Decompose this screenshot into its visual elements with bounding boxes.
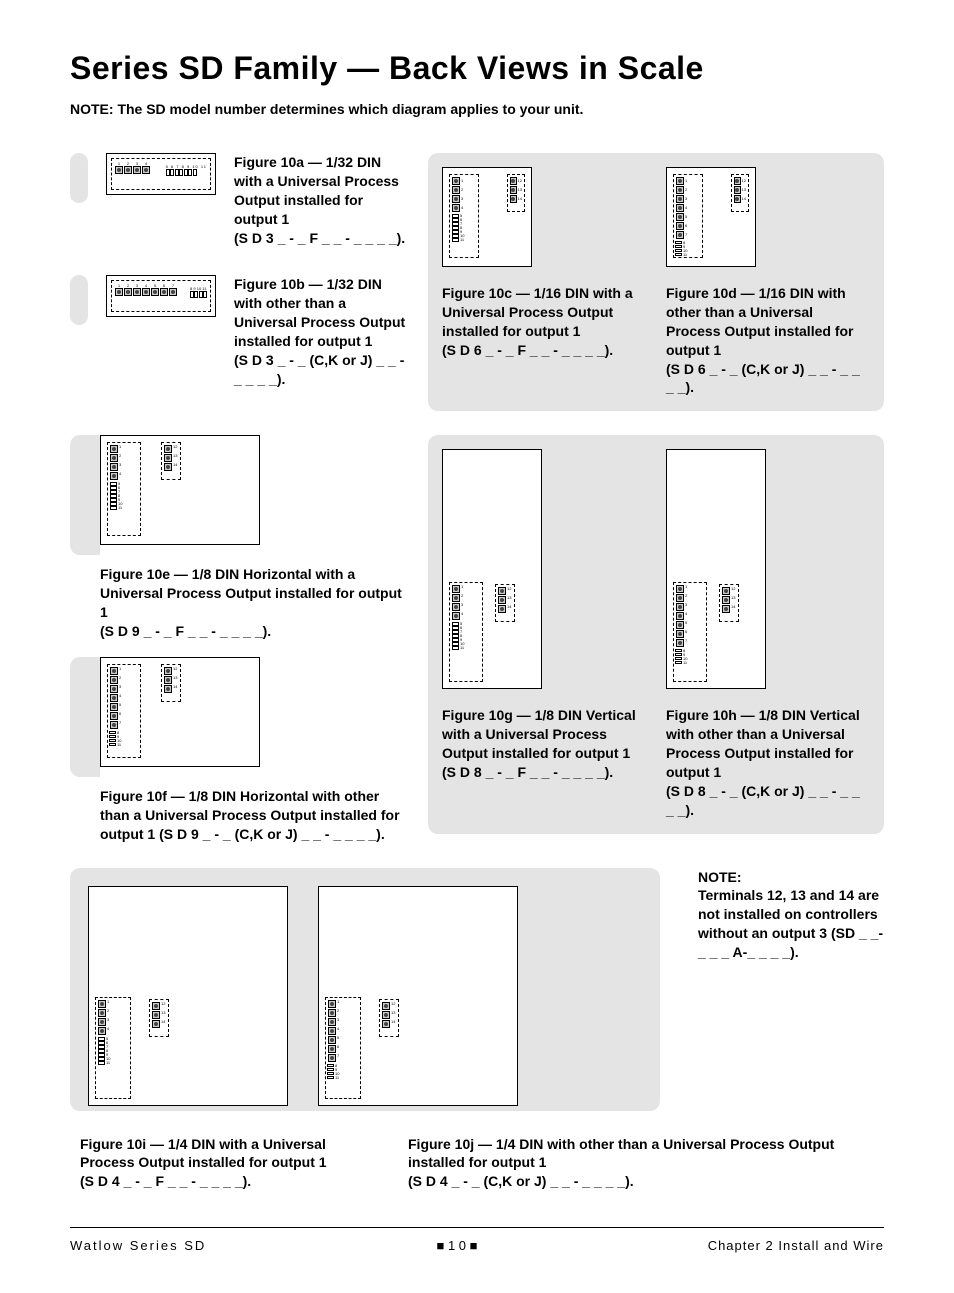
diagram-10i: 1 2 3 4 5 6 7 8 9 10 11 xyxy=(88,886,288,1106)
caption-10c: Figure 10c — 1/16 DIN with a Universal P… xyxy=(442,284,646,360)
diagram-10f: 1 2 3 4 5 6 7 8 9 10 11 xyxy=(100,657,260,767)
caption-10a: Figure 10a — 1/32 DIN with a Universal P… xyxy=(234,153,410,247)
diagram-10a: 1 2 3 4 5 6 7 8 9 10 11 xyxy=(106,153,216,195)
side-note: NOTE: Terminals 12, 13 and 14 are not in… xyxy=(698,868,884,962)
page-title: Series SD Family — Back Views in Scale xyxy=(70,50,884,87)
diagram-10j: 1 2 3 4 5 6 7 8 9 10 11 xyxy=(318,886,518,1106)
footer-left: Watlow Series SD xyxy=(70,1238,206,1253)
caption-10j: Figure 10j — 1/4 DIN with other than a U… xyxy=(408,1135,884,1192)
note-top: NOTE: The SD model number determines whi… xyxy=(70,101,884,117)
row-3: 1 2 3 4 5 6 7 8 9 10 11 xyxy=(70,868,884,1111)
row-1: 1 2 3 4 5 6 7 8 9 10 11 Figure 10a — 1/3… xyxy=(70,153,884,411)
caption-10h: Figure 10h — 1/8 DIN Vertical with other… xyxy=(666,706,870,819)
page-footer: Watlow Series SD ■ 1 0 ■ Chapter 2 Insta… xyxy=(70,1227,884,1253)
diagram-10e: 1 2 3 4 5 6 7 8 9 10 11 xyxy=(100,435,260,545)
diagram-10g: 1 2 3 4 5 6 7 8 9 10 11 xyxy=(442,449,542,689)
diagram-10h: 1 2 3 4 5 6 7 8 9 10 11 xyxy=(666,449,766,689)
diagram-10b: 1 2 3 4 5 6 7 8 9 10 11 xyxy=(106,275,216,317)
caption-10f: Figure 10f — 1/8 DIN Horizontal with oth… xyxy=(100,787,410,844)
diagram-10d: 1 2 3 4 5 6 7 8 9 10 11 xyxy=(666,167,756,267)
footer-right: Chapter 2 Install and Wire xyxy=(708,1238,884,1253)
caption-10g: Figure 10g — 1/8 DIN Vertical with a Uni… xyxy=(442,706,646,782)
caption-10i: Figure 10i — 1/4 DIN with a Universal Pr… xyxy=(80,1135,340,1192)
caption-10d: Figure 10d — 1/16 DIN with other than a … xyxy=(666,284,870,397)
row-2: 1 2 3 4 5 6 7 8 9 10 11 xyxy=(70,435,884,843)
diagram-10c: 1 2 3 4 5 6 7 8 9 10 11 xyxy=(442,167,532,267)
footer-center: ■ 1 0 ■ xyxy=(436,1238,477,1253)
caption-10e: Figure 10e — 1/8 DIN Horizontal with a U… xyxy=(100,565,410,641)
caption-10b: Figure 10b — 1/32 DIN with other than a … xyxy=(234,275,410,388)
